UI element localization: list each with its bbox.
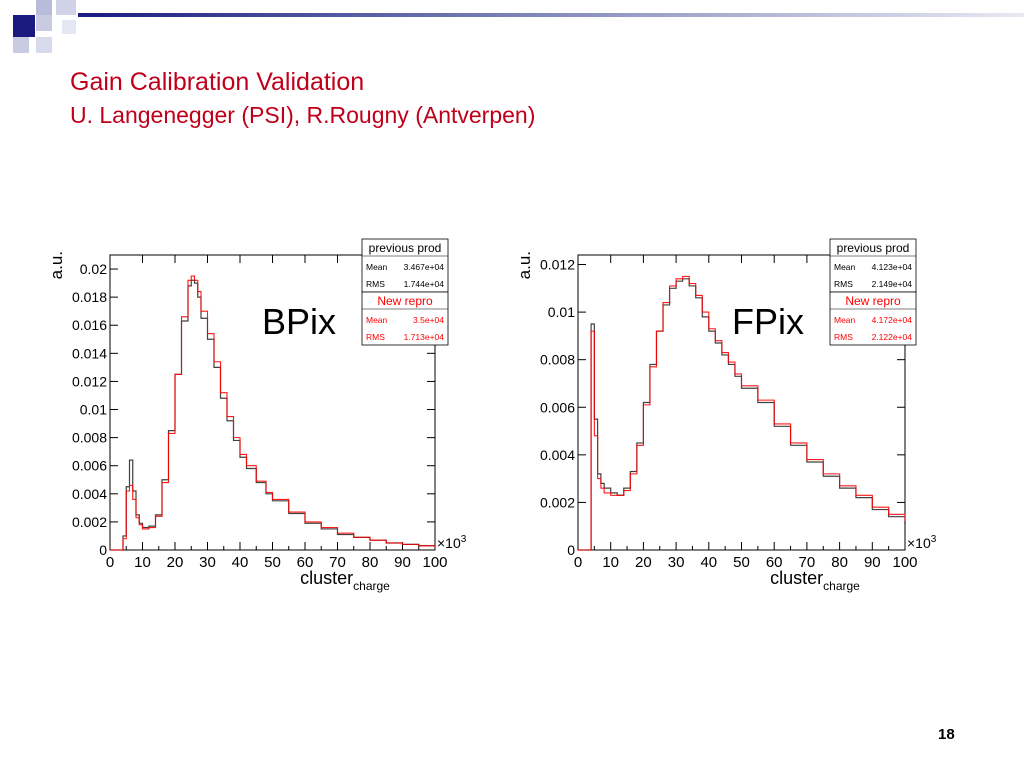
bpix-x-tick-label: 20 — [167, 554, 184, 571]
fpix-stats-mean-value: 4.123e+04 — [872, 262, 913, 272]
fpix-detector-label: FPix — [732, 301, 804, 342]
deco-square-light-6 — [62, 20, 76, 34]
fpix-x-axis-title-main: cluster — [770, 568, 823, 588]
bpix-y-axis-title: a.u. — [47, 251, 66, 279]
fpix-series-new-repro — [578, 275, 906, 551]
fpix-stats-rms-value: 2.149e+04 — [872, 279, 913, 289]
bpix-stats-rms-value: 1.744e+04 — [404, 279, 445, 289]
bpix-y-tick-label: 0 — [99, 542, 107, 558]
fpix-stats-title-new-repro: New repro — [845, 294, 901, 308]
bpix-x-axis-title: clustercharge — [300, 568, 390, 593]
bpix-stats-mean-value: 3.467e+04 — [404, 262, 445, 272]
fpix-y-tick-label: 0.002 — [540, 494, 575, 510]
fpix-chart: 0 10 20 30 40 50 60 70 80 90 100 0 0.002 0.004 0.006 0.… — [515, 238, 937, 593]
bpix-series-previous-prod — [110, 279, 436, 551]
bpix-y-tick-label: 0.016 — [72, 317, 107, 333]
fpix-stats-rms-value: 2.122e+04 — [872, 332, 913, 342]
deco-square-light-4 — [36, 37, 52, 53]
bpix-x-tick-label: 80 — [362, 554, 379, 571]
fpix-x-tick-label: 80 — [831, 554, 848, 571]
fpix-x-tick-label: 50 — [733, 554, 750, 571]
deco-square-navy-1 — [13, 15, 35, 37]
bpix-x-tick-label: 50 — [264, 554, 281, 571]
fpix-y-tick-label: 0.008 — [540, 352, 575, 368]
fpix-x-multiplier-exp: 3 — [931, 534, 937, 545]
bpix-stats-rms-label: RMS — [366, 279, 385, 289]
fpix-x-tick-label: 90 — [864, 554, 881, 571]
deco-square-light-3 — [13, 37, 29, 53]
fpix-y-tick-label: 0.01 — [548, 304, 575, 320]
bpix-x-tick-label: 0 — [106, 554, 114, 571]
fpix-x-multiplier-base: ×10 — [907, 535, 931, 551]
bpix-x-multiplier-exp: 3 — [461, 534, 467, 545]
bpix-y-tick-label: 0.014 — [72, 345, 107, 361]
page-number: 18 — [938, 726, 955, 743]
fpix-x-axis-title: clustercharge — [770, 568, 860, 593]
bpix-y-tick-label: 0.012 — [72, 373, 107, 389]
fpix-y-tick-label: 0.012 — [540, 257, 575, 273]
bpix-x-tick-label: 10 — [134, 554, 151, 571]
slide-subtitle: U. Langenegger (PSI), R.Rougny (Antverpe… — [70, 102, 536, 128]
bpix-y-tick-label: 0.018 — [72, 289, 107, 305]
fpix-stats-rms-label: RMS — [834, 279, 853, 289]
fpix-stats-title-previous-prod: previous prod — [837, 241, 910, 255]
fpix-x-multiplier: ×103 — [907, 534, 937, 551]
bpix-x-tick-label: 70 — [329, 554, 346, 571]
bpix-stats-title-new-repro: New repro — [377, 294, 433, 308]
bpix-y-tick-label: 0.008 — [72, 430, 107, 446]
fpix-x-tick-label: 10 — [602, 554, 619, 571]
bpix-stats-title-previous-prod: previous prod — [369, 241, 442, 255]
deco-square-light-2 — [36, 15, 52, 31]
fpix-stats-rms-label: RMS — [834, 332, 853, 342]
bpix-stats-mean-label: Mean — [366, 315, 388, 325]
fpix-x-axis-title-sub: charge — [823, 579, 860, 593]
deco-square-light-5 — [56, 0, 76, 15]
fpix-x-tick-label: 20 — [635, 554, 652, 571]
bpix-stats-mean-label: Mean — [366, 262, 388, 272]
fpix-x-tick-label: 30 — [668, 554, 685, 571]
bpix-x-tick-label: 100 — [422, 554, 447, 571]
bpix-x-multiplier-base: ×10 — [437, 535, 461, 551]
bpix-x-tick-label: 40 — [232, 554, 249, 571]
bpix-y-tick-label: 0.02 — [80, 261, 107, 277]
fpix-x-tick-label: 60 — [766, 554, 783, 571]
bpix-stats-box-previous-prod — [361, 238, 449, 293]
bpix-x-tick-label: 90 — [394, 554, 411, 571]
bpix-y-tick-label: 0.006 — [72, 458, 107, 474]
fpix-y-axis-title: a.u. — [515, 251, 534, 279]
slide-title: Gain Calibration Validation — [70, 68, 365, 96]
bpix-series-new-repro — [110, 275, 436, 551]
fpix-stats-box-previous-prod — [829, 238, 917, 293]
bpix-x-tick-label: 30 — [199, 554, 216, 571]
bpix-y-tick-label: 0.01 — [80, 402, 107, 418]
fpix-y-tick-label: 0.004 — [540, 447, 575, 463]
bpix-x-tick-label: 60 — [297, 554, 314, 571]
bpix-stats-rms-value: 1.713e+04 — [404, 332, 445, 342]
bpix-chart: 0 10 20 30 40 50 60 70 80 90 100 0 0.002 0.004 0.006 0.… — [47, 238, 467, 593]
header-gradient-bar — [78, 13, 1024, 17]
fpix-x-tick-label: 0 — [574, 554, 582, 571]
bpix-detector-label: BPix — [262, 301, 336, 342]
fpix-x-tick-label: 40 — [700, 554, 717, 571]
bpix-stats-mean-value: 3.5e+04 — [413, 315, 444, 325]
bpix-stats-rms-label: RMS — [366, 332, 385, 342]
bpix-x-axis-title-sub: charge — [353, 579, 390, 593]
fpix-x-tick-label: 100 — [892, 554, 917, 571]
fpix-y-tick-label: 0 — [567, 542, 575, 558]
bpix-y-tick-label: 0.002 — [72, 514, 107, 530]
fpix-y-tick-label: 0.006 — [540, 399, 575, 415]
fpix-stats-box-new-repro — [829, 291, 917, 346]
fpix-x-tick-label: 70 — [799, 554, 816, 571]
fpix-stats-mean-label: Mean — [834, 262, 856, 272]
bpix-x-multiplier: ×103 — [437, 534, 467, 551]
bpix-stats-box-new-repro — [361, 291, 449, 346]
fpix-stats-mean-value: 4.172e+04 — [872, 315, 913, 325]
bpix-x-axis-title-main: cluster — [300, 568, 353, 588]
fpix-stats-mean-label: Mean — [834, 315, 856, 325]
deco-square-light-1 — [36, 0, 52, 15]
bpix-y-tick-label: 0.004 — [72, 486, 107, 502]
